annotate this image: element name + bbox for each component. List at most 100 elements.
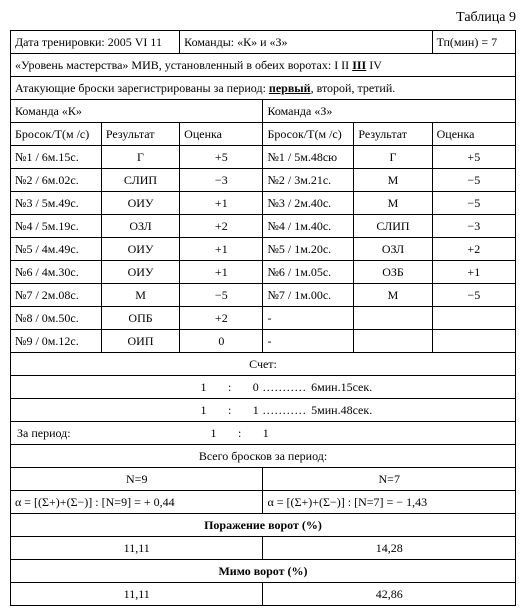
k-throw: №7 / 2м.08с. xyxy=(11,284,102,307)
z-throw: №4 / 1м.40с. xyxy=(263,215,354,238)
skill-text-b: IV xyxy=(366,58,382,72)
k-throw: №1 / 6м.15с. xyxy=(11,146,102,169)
k-result: М xyxy=(101,284,179,307)
n-z: N=7 xyxy=(263,468,516,491)
score-row-1: 1 : 0 6мин.15сек. xyxy=(11,376,516,399)
z-throw: №7 / 1м.00с. xyxy=(263,284,354,307)
score-row-3: За период: 1 : 1 xyxy=(11,422,516,445)
col-score-k: Оценка xyxy=(180,123,263,146)
n-k: N=9 xyxy=(11,468,263,491)
k-score: −3 xyxy=(180,169,263,192)
skill-text-a: «Уровень мастерства» МИВ, установленный … xyxy=(15,58,352,72)
table-row: №7 / 2м.08с.М−5№7 / 1м.00с.М−5 xyxy=(11,284,516,307)
k-result: ОИУ xyxy=(101,238,179,261)
z-result: М xyxy=(354,284,432,307)
z-result xyxy=(354,330,432,353)
alpha-z: α = [(Σ+)+(Σ−)] : [N=7] = − 1,43 xyxy=(263,491,516,514)
k-score: +5 xyxy=(180,146,263,169)
table-row: №9 / 0м.12с.ОИП0- xyxy=(11,330,516,353)
miss-label: Мимо ворот (%) xyxy=(11,560,516,583)
main-table: Дата тренировки: 2005 VI 11 Команды: «К»… xyxy=(10,30,516,606)
z-throw: №3 / 2м.40с. xyxy=(263,192,354,215)
col-score-z: Оценка xyxy=(432,123,515,146)
z-throw: №6 / 1м.05с. xyxy=(263,261,354,284)
skill-ul: III xyxy=(352,58,366,72)
k-result: ОИП xyxy=(101,330,179,353)
period-ul: первый xyxy=(269,81,311,95)
k-score: +2 xyxy=(180,215,263,238)
score1-l: 1 xyxy=(11,376,211,398)
k-throw: №9 / 0м.12с. xyxy=(11,330,102,353)
z-score: +2 xyxy=(432,238,515,261)
k-score: +1 xyxy=(180,261,263,284)
period-row: Атакующие броски зарегистрированы за пер… xyxy=(11,77,516,100)
k-throw: №2 / 6м.02с. xyxy=(11,169,102,192)
k-result: ОПБ xyxy=(101,307,179,330)
score1-r: 0 xyxy=(249,376,307,398)
z-score xyxy=(432,330,515,353)
z-score: −5 xyxy=(432,169,515,192)
z-result: М xyxy=(354,192,432,215)
z-score: −5 xyxy=(432,284,515,307)
team-k-header: Команда «К» xyxy=(11,100,263,123)
score2-m: : xyxy=(211,399,249,421)
col-throw-k: Бросок/Т(м /с) xyxy=(11,123,102,146)
teams-cell: Команды: «К» и «З» xyxy=(180,31,432,54)
z-result: М xyxy=(354,169,432,192)
z-result: ОЗБ xyxy=(354,261,432,284)
k-score: −5 xyxy=(180,284,263,307)
z-score: +5 xyxy=(432,146,515,169)
table-row: №1 / 6м.15с.Г+5№1 / 5м.48сюГ+5 xyxy=(11,146,516,169)
k-throw: №8 / 0м.50с. xyxy=(11,307,102,330)
table-row: №8 / 0м.50с.ОПБ+2- xyxy=(11,307,516,330)
goal-k: 11,11 xyxy=(11,537,263,560)
miss-k: 11,11 xyxy=(11,583,263,606)
totals-label: Всего бросков за период: xyxy=(11,445,516,468)
k-result: Г xyxy=(101,146,179,169)
table-row: №5 / 4м.49с.ОИУ+1№5 / 1м.20с.ОЗЛ+2 xyxy=(11,238,516,261)
z-score: +1 xyxy=(432,261,515,284)
z-throw: №2 / 3м.21с. xyxy=(263,169,354,192)
tp-cell: Тп(мин) = 7 xyxy=(432,31,515,54)
k-score: +1 xyxy=(180,192,263,215)
score2-time: 5мин.48сек. xyxy=(307,399,515,421)
miss-z: 42,86 xyxy=(263,583,516,606)
table-row: №2 / 6м.02с.СЛИП−3№2 / 3м.21с.М−5 xyxy=(11,169,516,192)
col-throw-z: Бросок/Т(м /с) xyxy=(263,123,354,146)
col-result-z: Результат xyxy=(354,123,432,146)
z-throw: - xyxy=(263,307,354,330)
skill-level-row: «Уровень мастерства» МИВ, установленный … xyxy=(11,54,516,77)
alpha-k: α = [(Σ+)+(Σ−)] : [N=9] = + 0,44 xyxy=(11,491,263,514)
goal-z: 14,28 xyxy=(263,537,516,560)
k-result: СЛИП xyxy=(101,169,179,192)
table-number: Таблица 9 xyxy=(10,10,516,26)
z-throw: №1 / 5м.48сю xyxy=(263,146,354,169)
score-row-2: 1 : 1 5мин.48сек. xyxy=(11,399,516,422)
k-score: +1 xyxy=(180,238,263,261)
z-score xyxy=(432,307,515,330)
score2-l: 1 xyxy=(11,399,211,421)
z-result xyxy=(354,307,432,330)
k-result: ОИУ xyxy=(101,192,179,215)
k-score: 0 xyxy=(180,330,263,353)
k-result: ОЗЛ xyxy=(101,215,179,238)
z-throw: - xyxy=(263,330,354,353)
score2-r: 1 xyxy=(249,399,307,421)
table-row: №4 / 5м.19с.ОЗЛ+2№4 / 1м.40с.СЛИП−3 xyxy=(11,215,516,238)
k-throw: №5 / 4м.49с. xyxy=(11,238,102,261)
score3-l: 1 xyxy=(122,422,221,444)
z-result: СЛИП xyxy=(354,215,432,238)
k-throw: №6 / 4м.30с. xyxy=(11,261,102,284)
z-throw: №5 / 1м.20с. xyxy=(263,238,354,261)
score1-time: 6мин.15сек. xyxy=(307,376,515,398)
team-z-header: Команда «З» xyxy=(263,100,516,123)
table-row: №3 / 5м.49с.ОИУ+1№3 / 2м.40с.М−5 xyxy=(11,192,516,215)
period-text-c: , второй, третий. xyxy=(311,81,396,95)
score1-m: : xyxy=(211,376,249,398)
score3-label: За период: xyxy=(11,422,122,444)
z-result: ОЗЛ xyxy=(354,238,432,261)
k-throw: №3 / 5м.49с. xyxy=(11,192,102,215)
k-score: +2 xyxy=(180,307,263,330)
period-text-a: Атакующие броски зарегистрированы за пер… xyxy=(15,81,269,95)
col-result-k: Результат xyxy=(101,123,179,146)
